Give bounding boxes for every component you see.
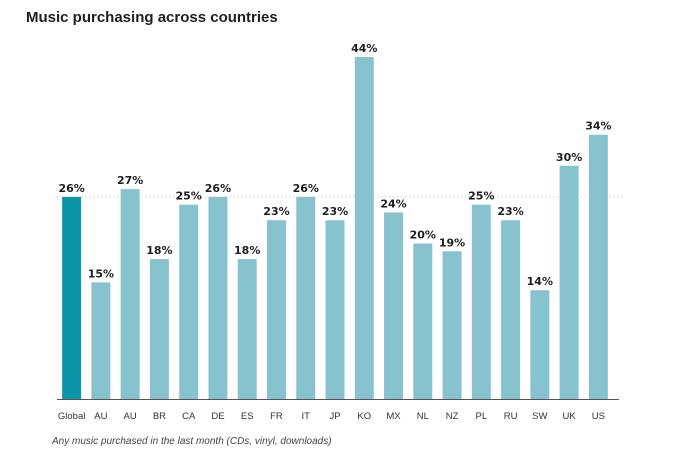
chart-footnote: Any music purchased in the last month (C… xyxy=(52,436,332,447)
bar-us-18 xyxy=(588,134,608,399)
value-label-uk-17: 30% xyxy=(556,151,582,164)
value-label-nz-13: 19% xyxy=(439,236,465,249)
value-label-au-2: 27% xyxy=(117,174,143,187)
bar-de-5 xyxy=(208,196,228,399)
value-label-fr-7: 23% xyxy=(263,205,289,218)
bar-au-1 xyxy=(91,282,111,399)
value-label-de-5: 26% xyxy=(205,182,231,195)
category-label-br-3: BR xyxy=(153,411,166,422)
bar-global-0 xyxy=(62,196,82,399)
value-label-mx-11: 24% xyxy=(380,197,406,210)
value-label-us-18: 34% xyxy=(585,120,611,133)
value-label-ru-15: 23% xyxy=(497,205,523,218)
category-label-es-6: ES xyxy=(241,411,254,422)
category-label-jp-9: JP xyxy=(329,411,340,422)
bar-ko-10 xyxy=(354,57,374,399)
value-label-ko-10: 44% xyxy=(351,42,377,55)
category-label-global-0: Global xyxy=(58,411,85,422)
value-label-br-3: 18% xyxy=(146,244,172,257)
category-label-ko-10: KO xyxy=(357,411,371,422)
value-label-pl-14: 25% xyxy=(468,190,494,203)
bar-sw-16 xyxy=(530,290,550,399)
value-label-jp-9: 23% xyxy=(322,205,348,218)
category-label-nz-13: NZ xyxy=(446,411,459,422)
bar-pl-14 xyxy=(471,204,491,399)
bar-mx-11 xyxy=(384,212,404,399)
category-label-uk-17: UK xyxy=(563,411,577,422)
bar-es-6 xyxy=(237,259,257,399)
value-label-sw-16: 14% xyxy=(527,275,553,288)
value-label-ca-4: 25% xyxy=(176,190,202,203)
category-label-mx-11: MX xyxy=(386,411,401,422)
bar-uk-17 xyxy=(559,165,579,399)
bar-jp-9 xyxy=(325,220,345,399)
bar-nl-12 xyxy=(413,243,433,399)
value-label-global-0: 26% xyxy=(58,182,84,195)
category-label-au-2: AU xyxy=(124,411,137,422)
category-label-au-1: AU xyxy=(94,411,107,422)
bar-nz-13 xyxy=(442,251,462,399)
value-label-au-1: 15% xyxy=(88,267,114,280)
bar-br-3 xyxy=(149,259,169,399)
category-label-us-18: US xyxy=(592,411,605,422)
category-label-ca-4: CA xyxy=(182,411,196,422)
category-label-de-5: DE xyxy=(211,411,224,422)
value-label-es-6: 18% xyxy=(234,244,260,257)
category-label-fr-7: FR xyxy=(270,411,283,422)
bar-au-2 xyxy=(120,189,140,399)
bar-fr-7 xyxy=(266,220,286,399)
bar-it-8 xyxy=(296,196,316,399)
value-label-it-8: 26% xyxy=(293,182,319,195)
chart-title: Music purchasing across countries xyxy=(26,9,278,26)
value-label-nl-12: 20% xyxy=(410,229,436,242)
category-label-ru-15: RU xyxy=(504,411,518,422)
category-label-pl-14: PL xyxy=(476,411,488,422)
category-label-sw-16: SW xyxy=(532,411,547,422)
bar-chart: 26%15%27%18%25%26%18%23%26%23%44%24%20%1… xyxy=(57,42,625,422)
category-label-it-8: IT xyxy=(302,411,311,422)
bar-ca-4 xyxy=(179,204,199,399)
bar-ru-15 xyxy=(501,220,521,399)
category-label-nl-12: NL xyxy=(417,411,429,422)
